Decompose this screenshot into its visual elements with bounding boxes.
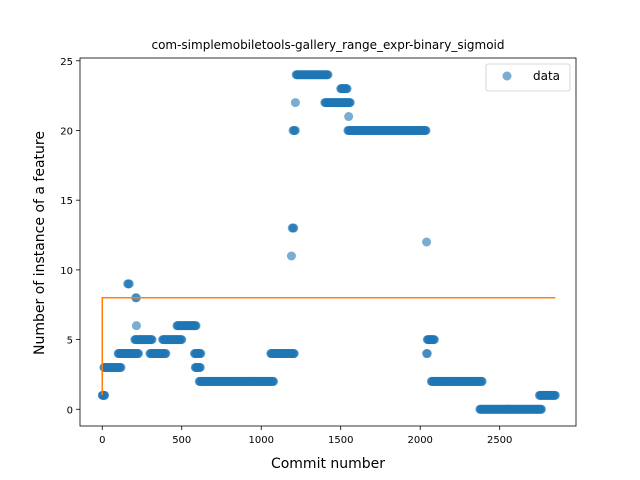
- data-point: [195, 362, 205, 372]
- data-point: [289, 349, 299, 359]
- x-tick-label: 0: [99, 435, 105, 446]
- y-tick-label: 15: [60, 196, 73, 207]
- data-point: [290, 125, 300, 135]
- legend-label-data: data: [533, 69, 560, 83]
- y-tick-label: 20: [60, 126, 73, 137]
- y-tick-label: 5: [67, 336, 73, 347]
- data-point: [131, 321, 141, 331]
- legend-box: [485, 63, 571, 92]
- y-tick-label: 0: [67, 405, 73, 416]
- chart-title: com-simplemobiletools-gallery_range_expr…: [151, 38, 504, 52]
- x-tick-label: 500: [172, 435, 191, 446]
- data-point: [422, 237, 432, 247]
- x-tick-label: 1500: [328, 435, 353, 446]
- data-point: [116, 362, 126, 372]
- data-point: [177, 335, 187, 345]
- data-point: [269, 376, 279, 386]
- data-point: [196, 349, 206, 359]
- legend-marker-data: [502, 71, 512, 81]
- data-point: [477, 376, 487, 386]
- data-point: [422, 349, 432, 359]
- x-axis-label: Commit number: [271, 456, 385, 472]
- y-axis: 0 5 10 15 20 25: [60, 57, 80, 416]
- data-point: [100, 390, 110, 400]
- x-axis: 0 500 1000 1500 2000 2500: [99, 426, 512, 446]
- data-point: [342, 84, 352, 94]
- data-point: [147, 335, 157, 345]
- y-tick-label: 10: [60, 266, 73, 277]
- x-tick-label: 2500: [487, 435, 512, 446]
- data-point: [537, 404, 546, 414]
- plot-area: [97, 70, 560, 414]
- axes-frame: [79, 57, 577, 427]
- x-tick-label: 2000: [407, 435, 432, 446]
- x-tick-label: 1000: [249, 435, 274, 446]
- data-point: [286, 251, 296, 261]
- data-point: [134, 349, 143, 359]
- y-tick-label: 25: [60, 57, 73, 68]
- data-point: [124, 279, 134, 289]
- data-point: [290, 98, 300, 108]
- data-point: [550, 390, 560, 400]
- data-point: [289, 223, 299, 233]
- data-series: [97, 70, 560, 414]
- data-point: [421, 125, 431, 135]
- data-point: [429, 335, 439, 345]
- data-point: [323, 70, 333, 80]
- legend: data: [485, 63, 571, 92]
- y-axis-label: Number of instance of a feature: [32, 131, 48, 355]
- data-point: [345, 98, 355, 108]
- data-point: [344, 112, 354, 122]
- fit-line: [101, 297, 556, 396]
- data-point: [191, 321, 201, 331]
- data-point: [161, 349, 171, 359]
